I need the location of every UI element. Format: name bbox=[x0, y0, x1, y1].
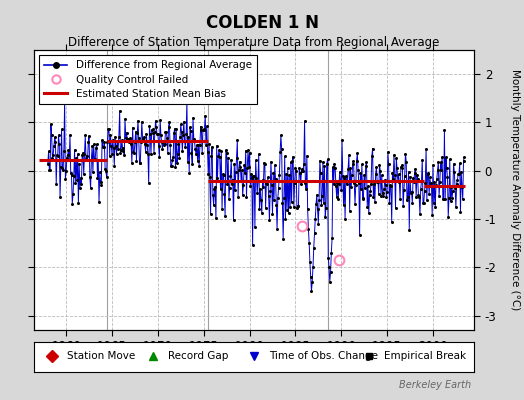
Text: Empirical Break: Empirical Break bbox=[384, 351, 466, 362]
Text: Station Move: Station Move bbox=[67, 351, 135, 362]
Text: Record Gap: Record Gap bbox=[168, 351, 228, 362]
Title: Difference of Station Temperature Data from Regional Average: Difference of Station Temperature Data f… bbox=[69, 36, 440, 49]
Text: Time of Obs. Change: Time of Obs. Change bbox=[269, 351, 378, 362]
Text: COLDEN 1 N: COLDEN 1 N bbox=[205, 14, 319, 32]
Text: Berkeley Earth: Berkeley Earth bbox=[399, 380, 472, 390]
Legend: Difference from Regional Average, Quality Control Failed, Estimated Station Mean: Difference from Regional Average, Qualit… bbox=[39, 55, 257, 104]
Y-axis label: Monthly Temperature Anomaly Difference (°C): Monthly Temperature Anomaly Difference (… bbox=[510, 69, 520, 311]
